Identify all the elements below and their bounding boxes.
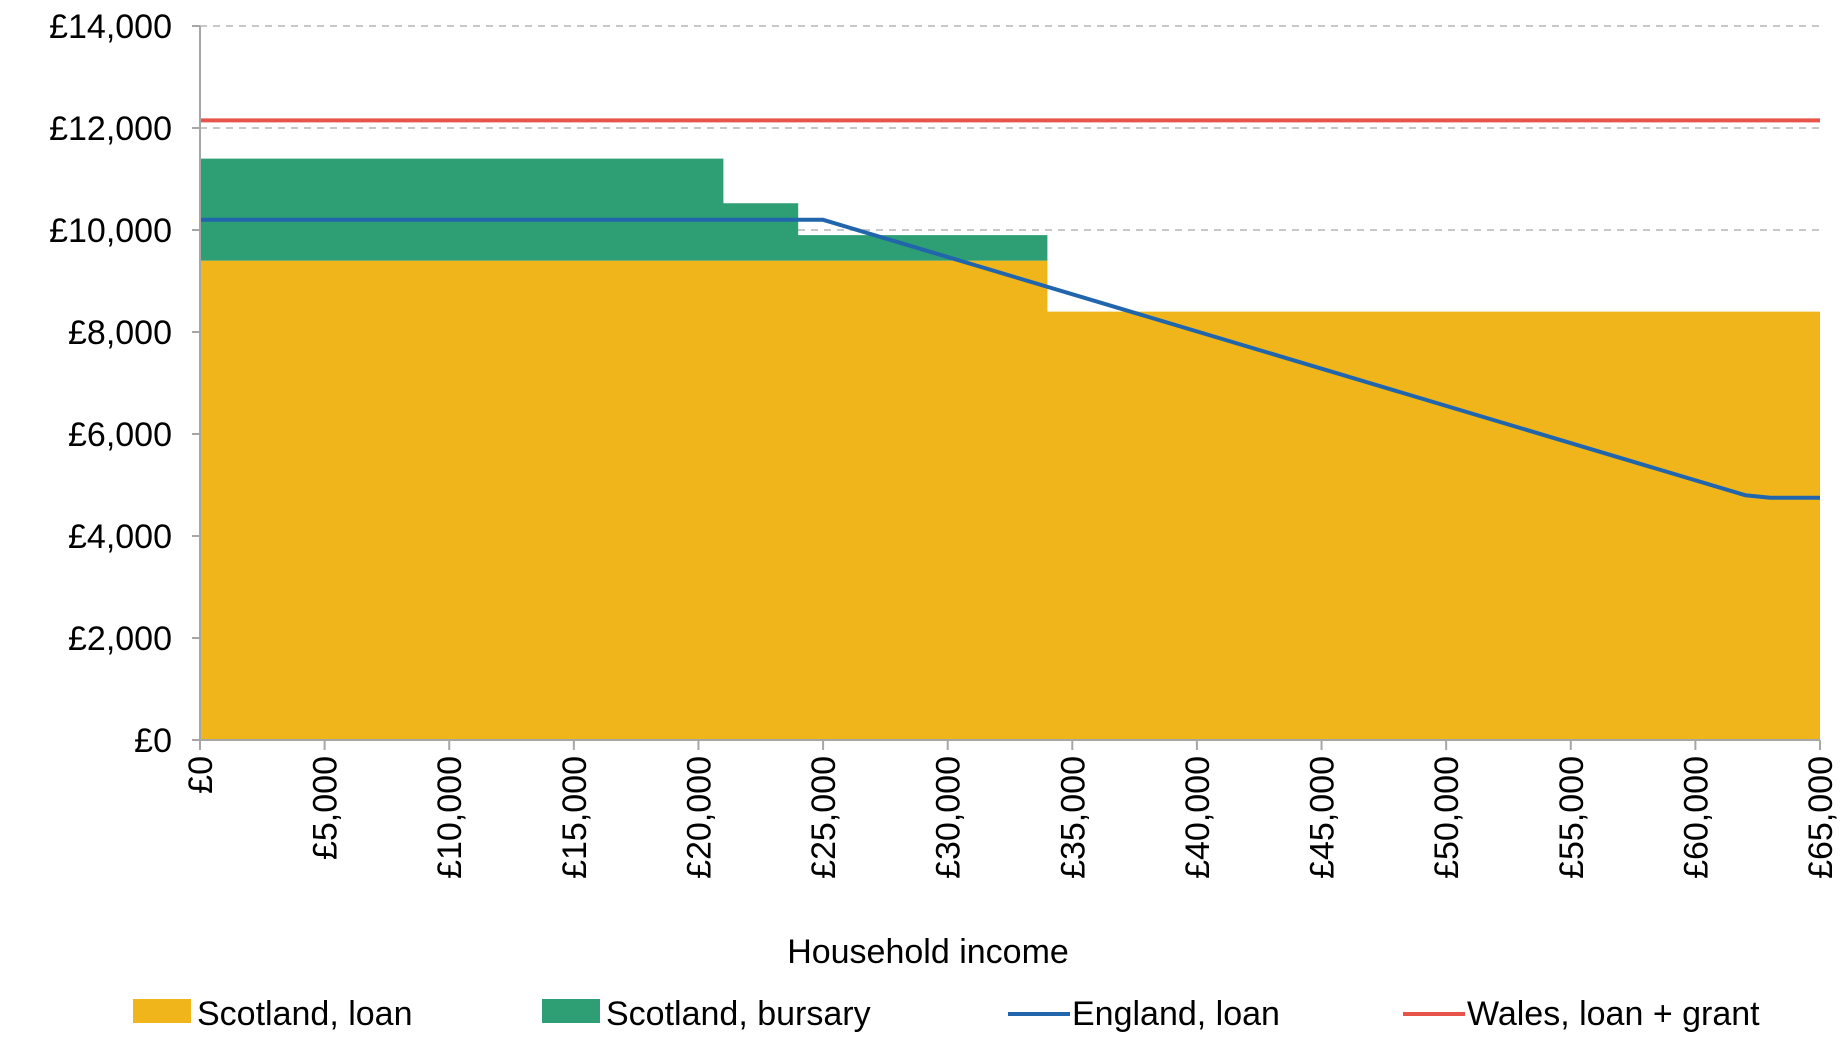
x-tick-label: £45,000 <box>1304 756 1342 879</box>
legend-swatch-scotland-loan <box>133 999 191 1023</box>
area-scotland-loan <box>200 260 1820 740</box>
x-tick-label: £20,000 <box>680 756 718 879</box>
legend-label-wales-loan-grant: Wales, loan + grant <box>1467 995 1760 1033</box>
y-tick-label: £14,000 <box>49 8 172 46</box>
axis-layer <box>192 25 1821 750</box>
legend-label-england-loan: England, loan <box>1072 995 1280 1033</box>
x-tick-label: £0 <box>182 756 220 794</box>
y-tick-label: £4,000 <box>68 518 172 556</box>
x-tick-label: £35,000 <box>1054 756 1092 879</box>
x-tick-label: £50,000 <box>1428 756 1466 879</box>
y-tick-label: £8,000 <box>68 314 172 352</box>
line-england-loan <box>200 217 1820 500</box>
y-tick-labels: £0 £2,000 £4,000 £6,000 £8,000 £10,000 £12,000… <box>49 8 172 760</box>
legend-label-scotland-bursary: Scotland, bursary <box>606 995 871 1033</box>
legend-label-scotland-loan: Scotland, loan <box>197 995 413 1033</box>
area-layer <box>200 158 1820 740</box>
y-tick-label: £0 <box>134 722 172 760</box>
x-tick-label: £25,000 <box>805 756 843 879</box>
x-tick-label: £40,000 <box>1179 756 1217 879</box>
x-tick-labels: £0 £5,000 £10,000 £15,000 £20,000 £25,000 £30,… <box>182 756 1840 879</box>
x-tick-label: £55,000 <box>1553 756 1591 879</box>
y-tick-label: £6,000 <box>68 416 172 454</box>
y-tick-label: £12,000 <box>49 110 172 148</box>
area-scotland-bursary <box>200 158 1820 312</box>
x-tick-label: £5,000 <box>307 756 345 860</box>
y-tick-label: £10,000 <box>49 212 172 250</box>
x-tick-label: £10,000 <box>431 756 469 879</box>
x-tick-label: £30,000 <box>930 756 968 879</box>
legend-swatch-scotland-bursary <box>542 999 600 1023</box>
line-layer <box>200 118 1820 500</box>
x-tick-label: £15,000 <box>556 756 594 879</box>
y-tick-label: £2,000 <box>68 620 172 658</box>
x-tick-label: £65,000 <box>1802 756 1840 879</box>
legend: Scotland, loan Scotland, bursary England, … <box>133 995 1760 1033</box>
x-axis-title: Household income <box>787 933 1069 971</box>
x-tick-label: £60,000 <box>1677 756 1715 879</box>
